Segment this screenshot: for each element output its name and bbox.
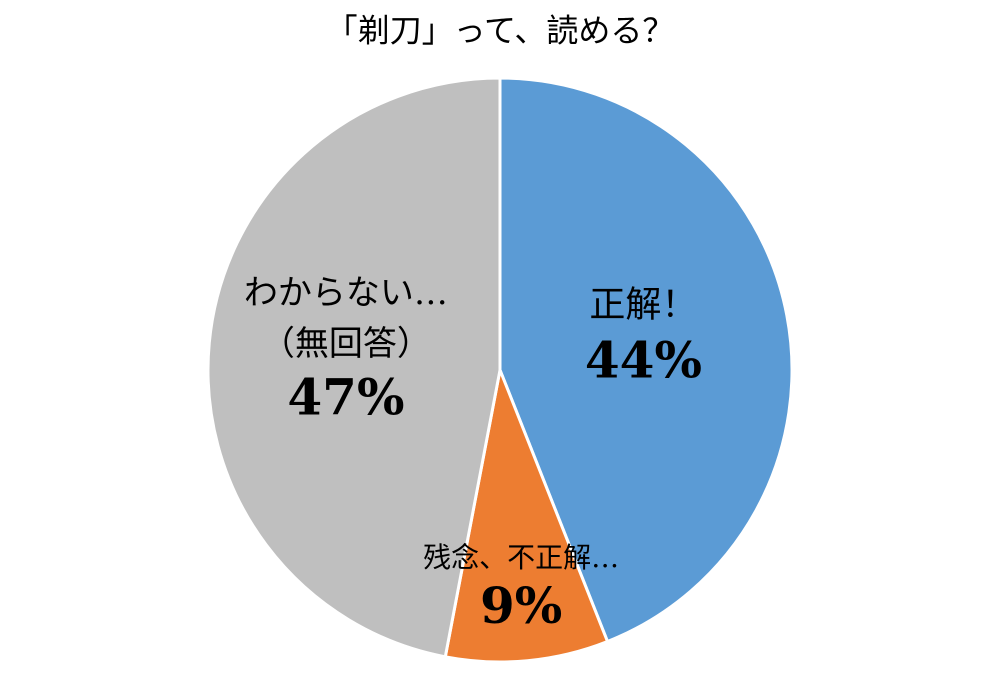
value-label: 47% [287,367,404,426]
pie-slice [443,364,610,664]
chart-title: 「剃刀」って、読める？ [326,12,675,50]
slice-label: 残念、不正解… [423,540,619,573]
value-label: 9% [480,576,562,635]
pie-slice [206,76,502,659]
slice-label: 正解！ [589,285,697,326]
slice-label: わからない…（無回答） [244,273,448,364]
value-label: 44% [585,331,702,390]
pie-slice [498,76,794,644]
